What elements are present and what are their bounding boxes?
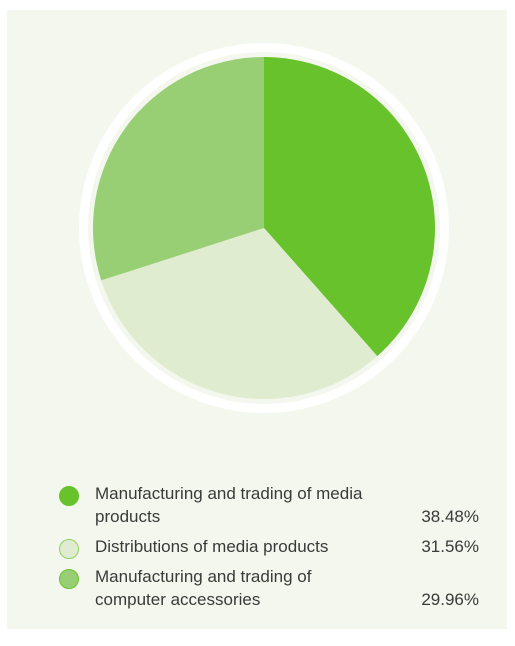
legend-value-media-products: 38.48%	[421, 507, 479, 526]
pie-chart	[79, 43, 449, 413]
legend: Manufacturing and trading of media produ…	[59, 482, 479, 618]
pie-slice-distributions	[101, 228, 378, 399]
legend-label-distributions: Distributions of media products	[95, 537, 329, 556]
legend-swatch-media-products	[59, 486, 79, 506]
chart-panel: Manufacturing and trading of media produ…	[7, 10, 507, 629]
legend-item-media-products: Manufacturing and trading of media produ…	[59, 482, 479, 528]
legend-item-computer-accessories: Manufacturing and trading of computer ac…	[59, 565, 479, 611]
legend-label-computer-accessories: Manufacturing and trading of computer ac…	[95, 567, 312, 609]
legend-label-media-products: Manufacturing and trading of media produ…	[95, 484, 363, 526]
pie-slices	[93, 57, 435, 399]
legend-value-distributions: 31.56%	[421, 537, 479, 556]
pie-slice-media-products	[264, 57, 435, 357]
legend-value-computer-accessories: 29.96%	[421, 590, 479, 609]
legend-swatch-distributions	[59, 539, 79, 559]
pie-slice-computer-accessories	[93, 57, 264, 281]
legend-swatch-computer-accessories	[59, 569, 79, 589]
legend-item-distributions: Distributions of media products 31.56%	[59, 535, 479, 559]
